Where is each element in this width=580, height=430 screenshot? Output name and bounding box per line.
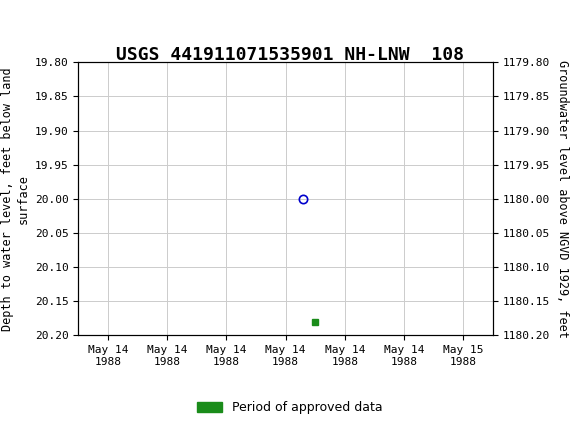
Y-axis label: Depth to water level, feet below land
surface: Depth to water level, feet below land su… bbox=[1, 67, 29, 331]
Text: USGS 441911071535901 NH-LNW  108: USGS 441911071535901 NH-LNW 108 bbox=[116, 46, 464, 64]
Y-axis label: Groundwater level above NGVD 1929, feet: Groundwater level above NGVD 1929, feet bbox=[556, 60, 568, 338]
Text: ≡USGS: ≡USGS bbox=[12, 12, 93, 33]
Legend: Period of approved data: Period of approved data bbox=[192, 396, 388, 419]
